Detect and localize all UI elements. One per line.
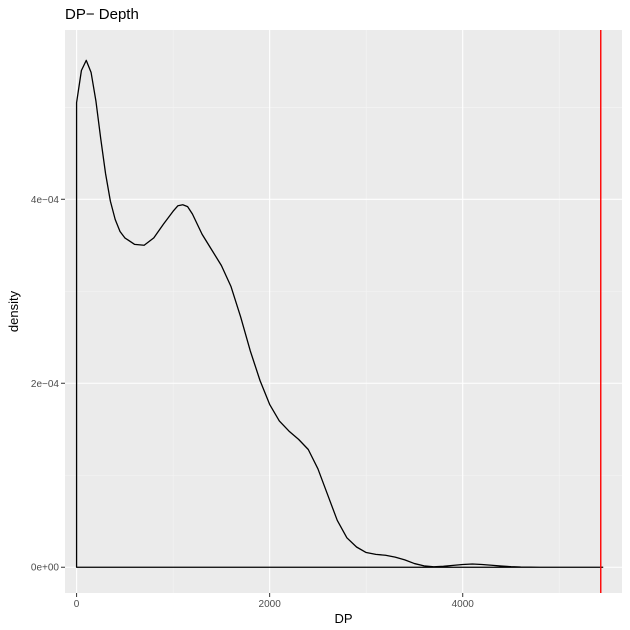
x-axis-title: DP <box>334 611 352 626</box>
plot-panel <box>65 30 622 593</box>
plot-title: DP− Depth <box>65 6 139 23</box>
density-curve <box>75 59 604 568</box>
x-tick-label: 0 <box>74 599 80 610</box>
y-tick-label: 0e+00 <box>31 563 60 574</box>
x-tick-label: 4000 <box>452 599 475 610</box>
y-tick-label: 4e−04 <box>31 195 60 206</box>
axes: 0 2000 4000 0e+00 2e−04 4e−04 <box>31 195 474 610</box>
y-tick-label: 2e−04 <box>31 379 60 390</box>
x-tick-label: 2000 <box>259 599 282 610</box>
y-axis-title: density <box>6 290 21 332</box>
density-series <box>75 59 604 568</box>
